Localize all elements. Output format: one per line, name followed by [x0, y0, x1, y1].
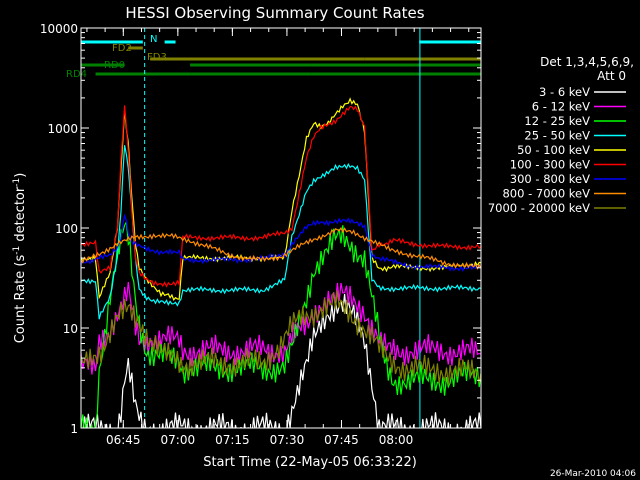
x-tick-label-2: 07:15 [215, 433, 250, 447]
x-axis-label: Start Time (22-May-05 06:33:22) [203, 455, 417, 470]
legend-title: Det 1,3,4,5,6,9, [540, 55, 634, 69]
legend-label-2: 12 - 25 keV [524, 114, 590, 128]
x-tick-label-1: 07:00 [161, 433, 196, 447]
x-tick-label-0: 06:45 [106, 433, 141, 447]
y-tick-label-3: 1000 [47, 122, 78, 136]
legend-label-4: 50 - 100 keV [517, 143, 590, 157]
y-tick-label-2: 100 [55, 222, 78, 236]
bar-label-n: N [150, 34, 157, 45]
bar-label-rd4: RD4 [66, 69, 87, 80]
y-axis: 1 10 100 1000 10000 [40, 22, 481, 436]
x-tick-label-4: 07:45 [324, 433, 359, 447]
legend-label-1: 6 - 12 keV [532, 100, 590, 114]
observing-mode-bars: N FD2 FD3 RD0 RD4 [66, 34, 481, 80]
x-tick-label-5: 08:00 [379, 433, 414, 447]
series-line-3 [81, 145, 481, 320]
y-tick-label-1: 10 [63, 322, 78, 336]
series-line-7 [81, 226, 481, 270]
series-line-2 [81, 219, 481, 428]
y-tick-label-0: 1 [70, 422, 78, 436]
legend-subtitle: Att 0 [597, 69, 626, 83]
chart-title: HESSI Observing Summary Count Rates [125, 4, 424, 22]
series-line-8 [81, 290, 481, 386]
legend-label-8: 7000 - 20000 keV [488, 201, 590, 215]
footer-date: 26-Mar-2010 04:06 [550, 469, 636, 479]
bar-label-fd2: FD2 [112, 43, 132, 54]
series-line-1 [81, 281, 481, 375]
legend-label-5: 100 - 300 keV [510, 158, 590, 172]
bar-label-rd0: RD0 [104, 60, 125, 71]
x-tick-label-3: 07:30 [270, 433, 305, 447]
legend-label-6: 300 - 800 keV [510, 172, 590, 186]
y-tick-label-4: 10000 [40, 22, 78, 36]
bar-label-fd3: FD3 [147, 52, 167, 63]
legend-label-7: 800 - 7000 keV [502, 187, 590, 201]
legend-label-3: 25 - 50 keV [524, 129, 590, 143]
legend-label-0: 3 - 6 keV [539, 85, 590, 99]
y-axis-label: Count Rate (s-1 detector-1) [12, 173, 28, 344]
series-line-5 [81, 105, 481, 288]
series-lines [81, 97, 481, 428]
x-axis: 06:45 07:00 07:15 07:30 07:45 08:00 [86, 28, 470, 447]
